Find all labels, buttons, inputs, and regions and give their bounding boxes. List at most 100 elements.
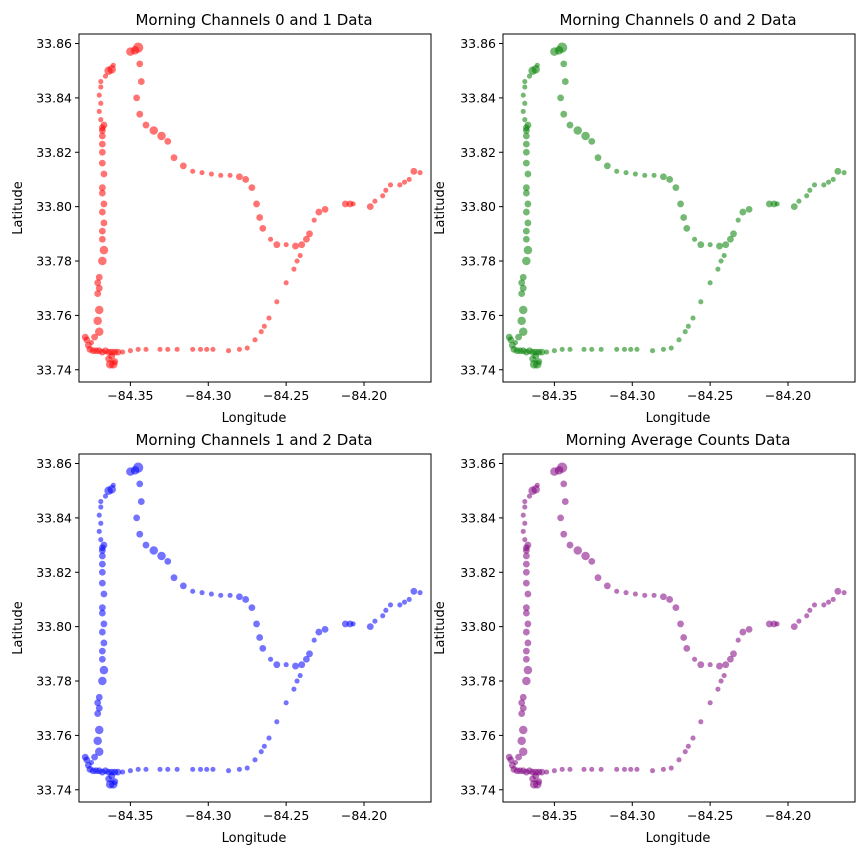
scatter-point: [685, 743, 691, 749]
scatter-point: [111, 778, 119, 786]
scatter-point: [716, 662, 723, 670]
scatter-point: [690, 315, 696, 321]
scatter-point: [551, 768, 557, 774]
scatter-point: [135, 346, 141, 352]
y-tick-label: 33.80: [36, 619, 72, 634]
scatter-point: [292, 242, 299, 250]
subplot-2: Morning Channels 1 and 2 Data −84.35 −84.…: [11, 431, 432, 846]
x-tick-label: −84.30: [185, 388, 231, 403]
scatter-point: [821, 602, 827, 608]
scatter-point: [190, 766, 196, 772]
scatter-point: [811, 182, 818, 188]
scatter-point: [127, 768, 133, 774]
scatter-point: [632, 591, 638, 597]
scatter-point: [522, 208, 530, 216]
y-tick-label: 33.82: [36, 145, 72, 160]
scatter-point: [149, 546, 159, 555]
scatter-point: [573, 546, 583, 555]
scatter-point: [96, 92, 102, 98]
scatter-point: [722, 241, 730, 249]
scatter-point: [218, 592, 224, 598]
scatter-point: [524, 620, 532, 628]
scatter-point: [133, 94, 141, 102]
scatter-point: [551, 348, 557, 354]
scatter-point: [96, 108, 102, 115]
scatter-point: [523, 245, 533, 255]
scatter-point: [100, 639, 108, 647]
scatter-point: [96, 512, 102, 518]
scatter-point: [302, 235, 310, 243]
x-tick-label: −84.35: [107, 808, 153, 823]
scatter-point: [735, 637, 741, 643]
scatter-point: [91, 753, 98, 761]
scatter-point: [559, 766, 565, 772]
scatter-point: [682, 749, 688, 755]
scatter-point: [522, 504, 528, 510]
scatter-point: [315, 208, 323, 216]
scatter-point: [642, 592, 648, 598]
scatter-point: [522, 159, 530, 167]
scatter-point: [110, 482, 116, 488]
scatter-point: [100, 200, 108, 208]
scatter-point: [739, 208, 747, 216]
scatter-point: [649, 768, 656, 774]
scatter-point: [248, 604, 256, 612]
scatter-point: [716, 242, 723, 250]
scatter-point: [524, 121, 532, 129]
scatter-point: [520, 108, 526, 115]
scatter-point: [560, 110, 568, 118]
scatter-point: [834, 167, 842, 175]
scatter-point: [208, 171, 214, 177]
y-tick-label: 33.80: [460, 619, 496, 634]
scatter-point: [94, 710, 102, 718]
y-tick-label: 33.76: [460, 728, 496, 743]
scatter-point: [588, 557, 596, 565]
scatter-point: [291, 266, 297, 272]
scatter-point: [274, 719, 280, 725]
scatter-point: [634, 766, 640, 772]
scatter-point: [111, 358, 119, 366]
scatter-point: [718, 678, 724, 684]
scatter-point: [294, 678, 300, 684]
scatter-point: [244, 765, 250, 771]
scatter-point: [397, 602, 403, 608]
scatter-point: [632, 171, 638, 177]
scatter-point: [383, 607, 389, 613]
scatter-point: [98, 256, 107, 266]
scatter-point: [98, 235, 106, 243]
scatter-point: [614, 168, 620, 174]
scatter-point: [566, 121, 574, 129]
scatter-point: [227, 172, 233, 178]
scatter-point: [567, 346, 573, 352]
scatter-point: [248, 184, 256, 192]
y-tick-label: 33.80: [36, 199, 72, 214]
scatter-point: [170, 154, 178, 162]
scatter-point: [88, 760, 95, 766]
scatter-point: [522, 84, 528, 90]
scatter-point: [522, 579, 530, 587]
scatter-point: [94, 305, 104, 315]
scatter-point: [199, 170, 205, 176]
scatter-point: [841, 170, 847, 176]
x-tick-label: −84.25: [687, 808, 733, 823]
scatter-point: [401, 599, 408, 605]
scatter-point: [410, 587, 418, 595]
subplot-1-xlabel: Longitude: [646, 411, 711, 426]
scatter-point: [573, 126, 583, 135]
scatter-point: [380, 193, 386, 199]
scatter-point: [522, 604, 530, 612]
scatter-point: [623, 170, 629, 176]
subplot-2-frame: [78, 453, 432, 803]
scatter-point: [306, 650, 313, 658]
scatter-point: [603, 582, 611, 590]
subplot-1-points: [505, 42, 847, 369]
subplot-1-ylabel: Latitude: [433, 181, 448, 235]
scatter-point: [190, 588, 196, 594]
scatter-point: [157, 766, 163, 772]
scatter-point: [685, 323, 691, 329]
scatter-point: [110, 62, 116, 68]
scatter-point: [676, 337, 682, 343]
scatter-point: [522, 132, 530, 140]
scatter-point: [666, 176, 674, 183]
y-tick-label: 33.74: [36, 782, 72, 797]
